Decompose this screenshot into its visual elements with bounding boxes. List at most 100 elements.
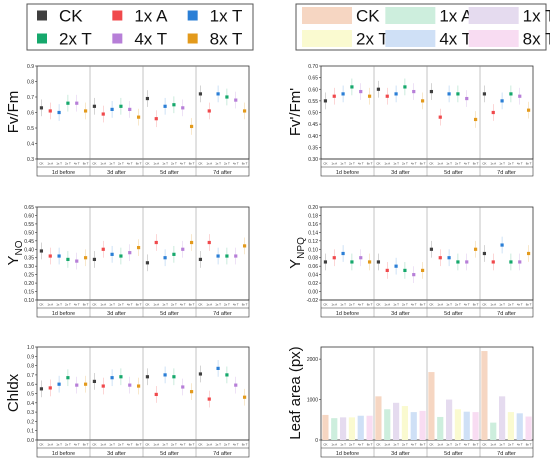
category-tick-label: 8x T [526, 443, 532, 447]
category-tick-label: 4x T [517, 443, 523, 447]
category-tick-label: CK [376, 162, 380, 166]
category-tick-label: 8x T [473, 162, 479, 166]
category-tick-label: 8x T [189, 443, 195, 447]
point-ck [376, 87, 381, 91]
legend-left-label-ck: CK [59, 7, 83, 26]
category-tick-label: 8x T [420, 162, 426, 166]
y-tick-label: 0.00 [308, 290, 318, 296]
category-tick-label: 4x T [411, 162, 417, 166]
category-tick-label: 8x T [242, 443, 248, 447]
point-1x-t [163, 104, 167, 108]
category-tick-label: 8x T [473, 303, 479, 307]
category-tick-label: CK [482, 162, 486, 166]
point-1x-t [110, 376, 114, 380]
category-tick-label: 1x A [384, 303, 390, 307]
point-4x-t [128, 107, 132, 111]
point-4x-t [128, 383, 132, 387]
y-tick-label: 0.3 [27, 157, 34, 163]
y-tick-label: 0.3 [27, 410, 34, 416]
category-tick-label: CK [376, 443, 380, 447]
category-tick-label: 4x T [233, 303, 239, 307]
category-tick-label: 4x T [411, 443, 417, 447]
category-tick-label: CK [198, 443, 202, 447]
bar-ck [375, 396, 382, 440]
point-1x-a [154, 240, 158, 245]
point-4x-t [518, 260, 522, 264]
category-tick-label: 2x T [402, 443, 408, 447]
point-1x-a [438, 115, 442, 119]
y-tick-label: 0.25 [24, 273, 34, 279]
category-tick-label: 2x T [402, 303, 408, 307]
category-tick-label: 1x T [162, 443, 168, 447]
category-tick-label: CK [39, 162, 43, 166]
y-tick-label: 0.02 [308, 281, 318, 287]
point-8x-t [242, 109, 247, 113]
point-8x-t [189, 124, 194, 129]
point-1x-t [57, 110, 61, 115]
category-tick-label: 8x T [526, 162, 532, 166]
legend-right-label-1x-a: 1x A [439, 7, 473, 26]
point-2x-t [172, 375, 176, 379]
chart-yno: 0.10 0.15 0.20 0.25 0.30 0.35 0.40 0.45 0.50 0.55… [5, 205, 250, 318]
y-axis-label-sub: NO [14, 240, 25, 255]
category-tick-label: 1x A [47, 443, 53, 447]
y-tick-label: 1.0 [27, 345, 34, 351]
category-tick-label: 1x A [153, 443, 159, 447]
category-tick-label: CK [92, 303, 96, 307]
y-tick-label: 0.55 [24, 222, 34, 228]
point-1x-t [163, 373, 167, 377]
y-tick-label: 0.18 [308, 213, 318, 219]
group-label: 5d after [444, 451, 463, 457]
point-8x-t [83, 382, 88, 386]
y-tick-label: 0.40 [308, 134, 318, 140]
point-8x-t [136, 384, 141, 388]
category-tick-label: 4x T [127, 162, 133, 166]
bar-4x-t [463, 411, 470, 440]
category-tick-label: CK [323, 303, 327, 307]
chart-fvfmp: 0.30 0.35 0.40 0.45 0.50 0.55 0.60 0.65 0.70 Fv'/… [287, 64, 534, 177]
legend-left-frame [26, 3, 254, 51]
point-4x-t [181, 247, 185, 251]
bar-1x-a [437, 416, 444, 440]
y-tick-label: 0.15 [24, 290, 34, 296]
category-tick-label: 2x T [224, 162, 230, 166]
y-tick-label: 0.30 [308, 157, 318, 163]
category-tick-label: 1x A [153, 303, 159, 307]
category-tick-label: 1x T [56, 303, 62, 307]
category-tick-label: 2x T [455, 443, 461, 447]
point-4x-t [234, 383, 238, 387]
chart-chlidx: 0.0 0.1 0.2 0.3 0.4 0.5 0.6 0.7 0.8 0.9 1.0 Chldx 1d… [5, 345, 250, 458]
y-tick-label: 0.8 [27, 364, 34, 370]
point-8x-t [189, 240, 194, 245]
point-ck [39, 387, 44, 391]
category-tick-label: 1x T [109, 303, 115, 307]
point-2x-t [403, 268, 407, 273]
point-2x-t [66, 257, 70, 262]
chart-ynpq: -0.02 0.00 0.02 0.04 0.06 0.08 0.10 0.12 0.14 0.1… [287, 205, 534, 318]
legend-right-swatch-8x-t [468, 30, 519, 47]
legend-right-swatch-4x-t [385, 30, 436, 47]
group-label: 7d after [213, 170, 232, 176]
point-1x-t [447, 92, 451, 96]
bar-1x-t [498, 396, 506, 440]
category-tick-label: 4x T [180, 303, 186, 307]
category-tick-label: 1x A [490, 443, 496, 447]
category-tick-label: 2x T [224, 303, 230, 307]
legend-right-label-8x-t: 8x T [523, 30, 550, 49]
point-1x-a [491, 260, 495, 264]
category-tick-label: 4x T [358, 303, 364, 307]
category-tick-label: 1x A [47, 303, 53, 307]
point-1x-a [48, 109, 52, 113]
group-label: 7d after [497, 311, 516, 317]
point-2x-t [456, 260, 460, 264]
point-2x-t [119, 104, 123, 108]
bar-1x-a [331, 418, 338, 440]
category-tick-label: 1x T [215, 303, 221, 307]
point-1x-a [207, 240, 211, 245]
category-tick-label: 1x T [446, 443, 452, 447]
category-tick-label: 1x A [384, 443, 390, 447]
point-8x-t [83, 256, 88, 260]
y-tick-label: 0.55 [308, 99, 318, 105]
point-4x-t [181, 385, 185, 389]
legend-right-swatch-1x-t [468, 7, 519, 24]
